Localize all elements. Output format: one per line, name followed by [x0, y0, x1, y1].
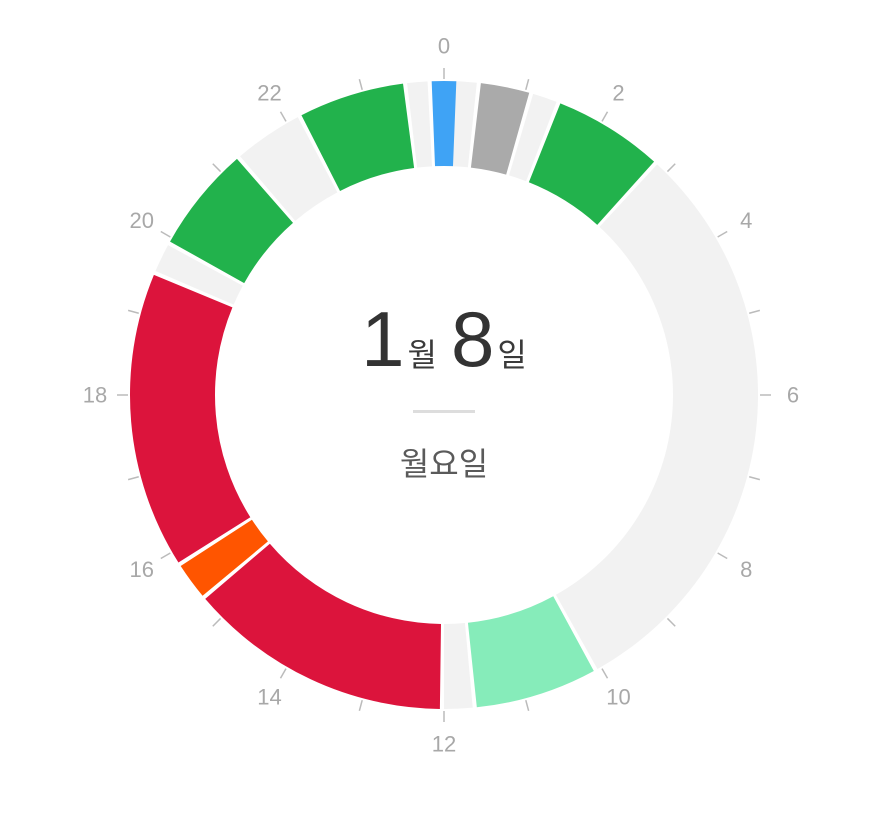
hour-label-16: 16 — [130, 557, 154, 582]
activity-segment — [180, 519, 268, 596]
hour-tick — [717, 552, 728, 560]
hour-tick — [601, 111, 609, 122]
activity-segment — [509, 93, 557, 182]
hour-tick — [127, 476, 139, 481]
activity-segment — [528, 103, 655, 225]
hour-tick — [749, 309, 761, 314]
hour-tick — [717, 230, 728, 238]
hour-label-6: 6 — [787, 383, 799, 408]
hour-label-10: 10 — [606, 685, 630, 710]
hour-tick — [749, 476, 761, 481]
hour-tick — [160, 230, 171, 238]
day-unit: 일 — [497, 336, 527, 374]
activity-segment — [431, 81, 457, 167]
weekday-label: 월요일 — [399, 445, 489, 483]
hour-tick — [525, 78, 530, 90]
hour-label-0: 0 — [438, 34, 450, 59]
month-number: 1 — [361, 295, 404, 383]
hour-label-12: 12 — [432, 732, 456, 757]
hour-tick — [666, 163, 676, 173]
hour-tick — [358, 78, 363, 90]
activity-segment — [240, 117, 338, 221]
activity-segment — [301, 83, 415, 191]
date-divider — [413, 410, 475, 413]
hour-label-22: 22 — [257, 80, 281, 105]
activity-segment — [130, 274, 251, 563]
activity-segment — [444, 623, 473, 709]
hour-labels: 0 2 4 6 8 10 12 14 16 18 20 22 — [83, 34, 799, 757]
hour-label-18: 18 — [83, 383, 107, 408]
hour-tick — [525, 700, 530, 712]
hour-label-20: 20 — [130, 208, 154, 233]
hour-tick — [212, 163, 222, 173]
day-number: 8 — [451, 295, 494, 383]
hour-label-2: 2 — [612, 80, 624, 105]
activity-segment — [170, 158, 294, 284]
month-unit: 월 — [407, 336, 437, 374]
hour-tick — [601, 668, 609, 679]
activity-segment — [155, 245, 243, 305]
hour-tick — [212, 617, 222, 627]
activity-segment — [205, 543, 442, 709]
hour-tick — [279, 668, 287, 679]
activity-segment — [555, 164, 759, 669]
hour-tick — [358, 700, 363, 712]
activity-segment — [467, 596, 594, 708]
activity-segment — [470, 83, 530, 175]
hour-tick — [127, 309, 139, 314]
hour-ticks — [117, 68, 771, 722]
hour-tick — [666, 617, 676, 627]
hour-label-4: 4 — [740, 208, 752, 233]
activity-segments — [130, 81, 759, 709]
hour-label-8: 8 — [740, 557, 752, 582]
hour-label-14: 14 — [257, 685, 281, 710]
hour-tick — [279, 111, 287, 122]
activity-segment — [407, 81, 433, 168]
hour-tick — [160, 552, 171, 560]
